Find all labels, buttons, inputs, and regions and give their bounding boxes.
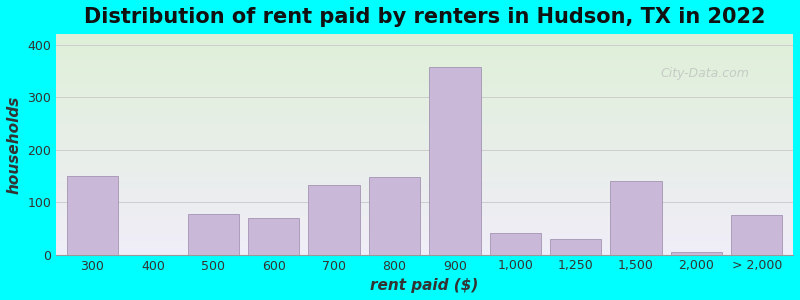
Text: City-Data.com: City-Data.com (661, 67, 750, 80)
Bar (308, 185, 360, 255)
Bar (187, 214, 239, 255)
Bar (670, 252, 722, 255)
Title: Distribution of rent paid by renters in Hudson, TX in 2022: Distribution of rent paid by renters in … (84, 7, 766, 27)
Bar (550, 239, 602, 255)
Bar (369, 177, 420, 255)
X-axis label: rent paid ($): rent paid ($) (370, 278, 479, 293)
Bar (248, 218, 299, 255)
Bar (67, 176, 118, 255)
Bar (490, 232, 541, 255)
Y-axis label: households: households (7, 95, 22, 194)
Bar (731, 215, 782, 255)
Bar (610, 181, 662, 255)
Bar (429, 67, 481, 255)
